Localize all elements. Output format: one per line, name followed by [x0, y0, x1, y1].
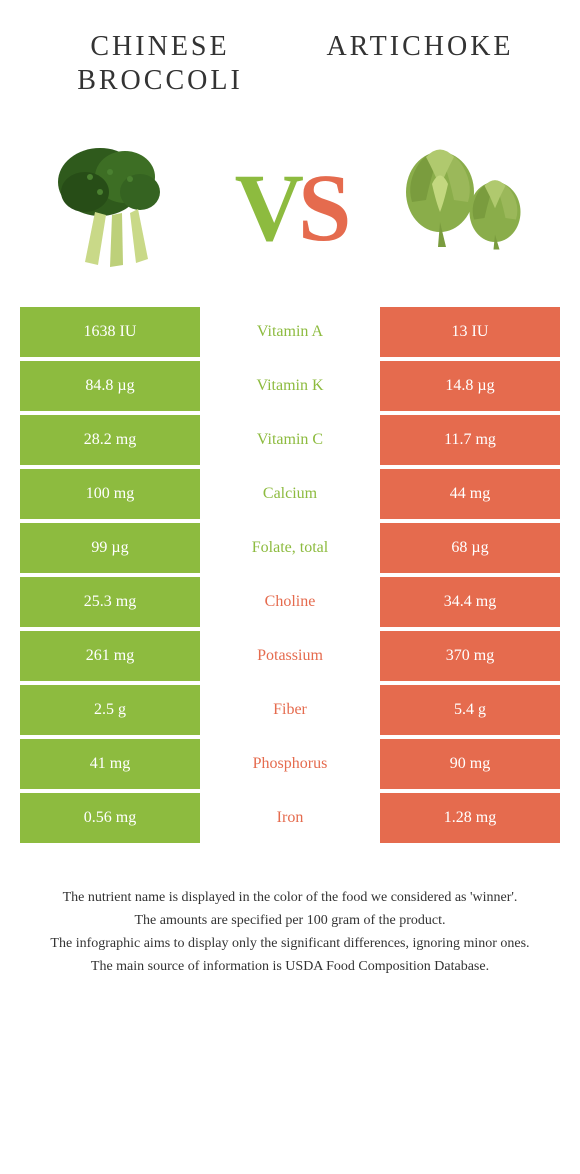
left-value: 28.2 mg	[20, 415, 200, 469]
left-value: 261 mg	[20, 631, 200, 685]
table-row: 28.2 mgVitamin C11.7 mg	[20, 415, 560, 469]
right-value: 1.28 mg	[380, 793, 560, 847]
nutrient-table: 1638 IUVitamin A13 IU84.8 µgVitamin K14.…	[20, 307, 560, 847]
right-value: 68 µg	[380, 523, 560, 577]
nutrient-name: Phosphorus	[200, 739, 380, 793]
nutrient-name: Choline	[200, 577, 380, 631]
left-value: 99 µg	[20, 523, 200, 577]
header: Chinese broccoli Artichoke	[0, 0, 580, 117]
footer-notes: The nutrient name is displayed in the co…	[0, 847, 580, 999]
table-row: 25.3 mgCholine34.4 mg	[20, 577, 560, 631]
right-value: 370 mg	[380, 631, 560, 685]
broccoli-icon	[40, 137, 190, 277]
table-row: 0.56 mgIron1.28 mg	[20, 793, 560, 847]
table-row: 2.5 gFiber5.4 g	[20, 685, 560, 739]
right-value: 14.8 µg	[380, 361, 560, 415]
nutrient-name: Vitamin K	[200, 361, 380, 415]
hero-row: VS	[0, 117, 580, 307]
right-value: 13 IU	[380, 307, 560, 361]
nutrient-name: Iron	[200, 793, 380, 847]
right-food-title: Artichoke	[320, 30, 520, 97]
table-row: 100 mgCalcium44 mg	[20, 469, 560, 523]
nutrient-name: Fiber	[200, 685, 380, 739]
right-value: 90 mg	[380, 739, 560, 793]
vs-label: VS	[235, 152, 346, 263]
left-value: 84.8 µg	[20, 361, 200, 415]
nutrient-name: Calcium	[200, 469, 380, 523]
table-row: 1638 IUVitamin A13 IU	[20, 307, 560, 361]
nutrient-name: Vitamin C	[200, 415, 380, 469]
nutrient-name: Potassium	[200, 631, 380, 685]
right-value: 11.7 mg	[380, 415, 560, 469]
table-row: 261 mgPotassium370 mg	[20, 631, 560, 685]
left-value: 41 mg	[20, 739, 200, 793]
right-value: 5.4 g	[380, 685, 560, 739]
nutrient-name: Folate, total	[200, 523, 380, 577]
left-value: 100 mg	[20, 469, 200, 523]
left-food-title: Chinese broccoli	[60, 30, 260, 97]
right-value: 34.4 mg	[380, 577, 560, 631]
left-value: 25.3 mg	[20, 577, 200, 631]
table-row: 41 mgPhosphorus90 mg	[20, 739, 560, 793]
table-row: 84.8 µgVitamin K14.8 µg	[20, 361, 560, 415]
left-value: 2.5 g	[20, 685, 200, 739]
nutrient-name: Vitamin A	[200, 307, 380, 361]
artichoke-icon	[390, 137, 540, 277]
right-value: 44 mg	[380, 469, 560, 523]
footer-line: The amounts are specified per 100 gram o…	[30, 910, 550, 931]
table-row: 99 µgFolate, total68 µg	[20, 523, 560, 577]
footer-line: The nutrient name is displayed in the co…	[30, 887, 550, 908]
left-value: 1638 IU	[20, 307, 200, 361]
footer-line: The main source of information is USDA F…	[30, 956, 550, 977]
left-value: 0.56 mg	[20, 793, 200, 847]
footer-line: The infographic aims to display only the…	[30, 933, 550, 954]
